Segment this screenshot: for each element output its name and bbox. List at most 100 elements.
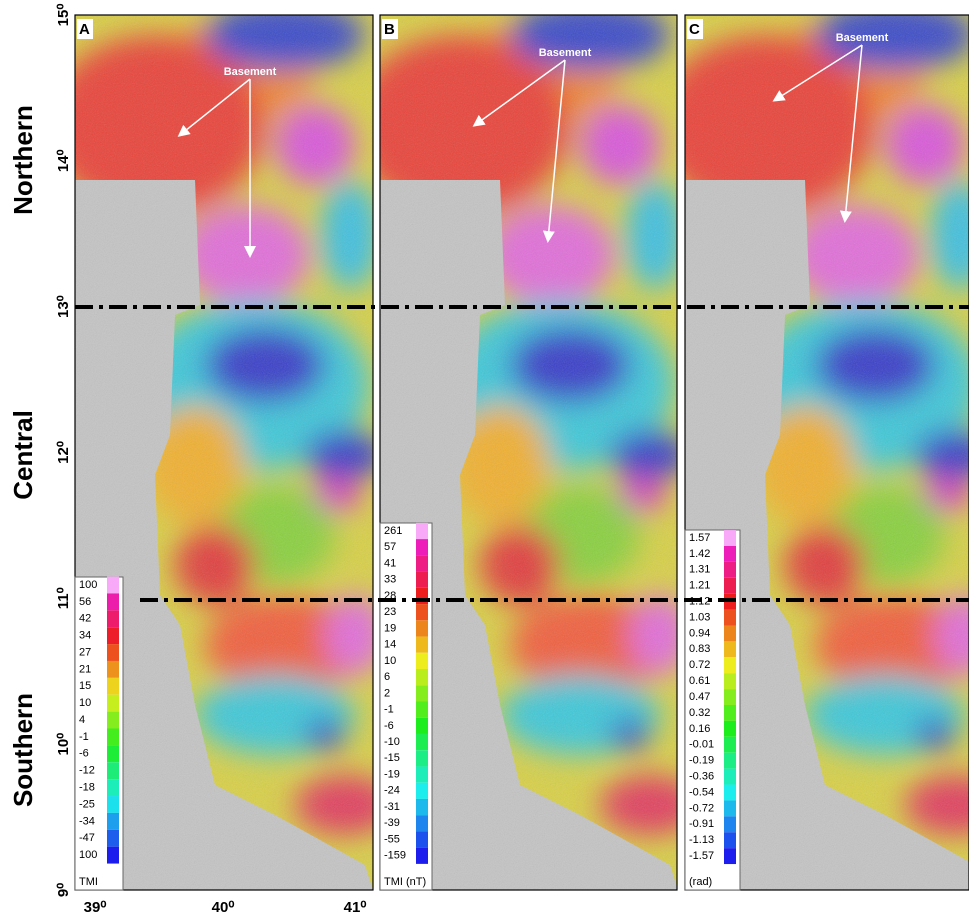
legend-swatch (107, 593, 119, 610)
legend-label: -0.19 (689, 755, 714, 767)
legend-label: 23 (384, 606, 396, 618)
legend-label: -0.72 (689, 802, 714, 814)
legend-swatch (416, 734, 428, 750)
legend-swatch (416, 702, 428, 718)
legend-swatch (416, 750, 428, 766)
legend-swatch (724, 769, 736, 785)
map-panel: ABasement100564234272115104-1-6-12-18-25… (45, 0, 395, 890)
legend-label: 34 (79, 630, 91, 642)
longitude-label: 40⁰ (212, 899, 235, 916)
legend-label: -34 (79, 815, 95, 827)
legend-label: 42 (79, 613, 91, 625)
legend-label: -6 (384, 720, 394, 732)
legend-swatch (416, 685, 428, 701)
legend-swatch (416, 572, 428, 588)
legend-swatch (724, 530, 736, 546)
legend-swatch (416, 604, 428, 620)
legend-swatch (724, 578, 736, 594)
legend-swatch (107, 610, 119, 627)
legend-swatch (724, 641, 736, 657)
legend-label: 27 (79, 646, 91, 658)
legend-swatch (107, 847, 119, 864)
latitude-label: 14⁰ (55, 149, 72, 172)
legend-label: -31 (384, 801, 400, 813)
legend-swatch (107, 678, 119, 695)
legend-label: 1.03 (689, 611, 710, 623)
legend-label: 4 (79, 714, 85, 726)
legend-swatch (724, 737, 736, 753)
legend-label: -0.36 (689, 770, 714, 782)
legend-label: -18 (79, 781, 95, 793)
legend-label: -25 (79, 798, 95, 810)
map-panel: CBasement1.571.421.311.211.121.030.940.8… (655, 0, 969, 890)
legend-swatch (724, 848, 736, 864)
legend-label: 0.32 (689, 707, 710, 719)
legend-label: 14 (384, 639, 396, 651)
legend-swatch (107, 627, 119, 644)
longitude-label: 39⁰ (84, 899, 107, 916)
legend-label: -0.01 (689, 739, 714, 751)
legend-swatch (107, 813, 119, 830)
legend-unit: TMI (79, 876, 98, 888)
legend-label: 0.61 (689, 675, 710, 687)
legend-label: 100 (79, 579, 97, 591)
region-label: Central (8, 410, 38, 500)
legend-swatch (416, 637, 428, 653)
legend-swatch (724, 610, 736, 626)
latitude-label: 12⁰ (55, 441, 72, 464)
legend-label: 15 (79, 680, 91, 692)
figure: ABasement100564234272115104-1-6-12-18-25… (0, 0, 969, 920)
legend-label: -1 (79, 731, 89, 743)
legend-swatch (107, 762, 119, 779)
panel-label: A (79, 21, 90, 38)
legend-label: -1.57 (689, 850, 714, 862)
latitude-label: 15⁰ (55, 4, 72, 27)
legend-label: 0.83 (689, 643, 710, 655)
legend-label: 41 (384, 557, 396, 569)
panel-label: C (689, 21, 700, 38)
legend-label: 57 (384, 541, 396, 553)
legend-swatch (724, 562, 736, 578)
legend-swatch (107, 830, 119, 847)
legend-label: 21 (79, 663, 91, 675)
panel-label: B (384, 21, 395, 38)
legend-label: 1.31 (689, 564, 710, 576)
legend-swatch (724, 832, 736, 848)
legend-label: 10 (384, 655, 396, 667)
legend-label: 33 (384, 574, 396, 586)
legend-swatch (107, 796, 119, 813)
legend-label: -39 (384, 817, 400, 829)
legend-label: -12 (79, 765, 95, 777)
legend-label: -19 (384, 768, 400, 780)
annotation: Basement (224, 66, 277, 78)
annotation: Basement (836, 32, 889, 44)
legend-label: -0.91 (689, 818, 714, 830)
latitude-label: 11⁰ (55, 587, 72, 609)
legend-swatch (416, 815, 428, 831)
legend-label: 0.94 (689, 627, 710, 639)
legend-swatch (416, 669, 428, 685)
legend-label: -6 (79, 748, 89, 760)
legend-label: 0.16 (689, 723, 710, 735)
legend-label: 100 (79, 849, 97, 861)
legend-label: -1 (384, 704, 394, 716)
legend-swatch (724, 753, 736, 769)
legend-swatch (724, 785, 736, 801)
legend-label: -10 (384, 736, 400, 748)
latitude-label: 10⁰ (55, 733, 72, 756)
legend-swatch (724, 625, 736, 641)
legend-swatch (724, 546, 736, 562)
legend-swatch (724, 673, 736, 689)
legend-swatch (416, 653, 428, 669)
legend-swatch (416, 831, 428, 847)
legend-swatch (416, 799, 428, 815)
legend-swatch (416, 783, 428, 799)
legend-label: -1.13 (689, 834, 714, 846)
legend-label: -159 (384, 850, 406, 862)
legend-swatch (416, 848, 428, 864)
legend-label: -15 (384, 752, 400, 764)
legend-label: 1.57 (689, 532, 710, 544)
legend-label: 10 (79, 697, 91, 709)
legend-swatch (724, 721, 736, 737)
legend-label: 1.42 (689, 548, 710, 560)
